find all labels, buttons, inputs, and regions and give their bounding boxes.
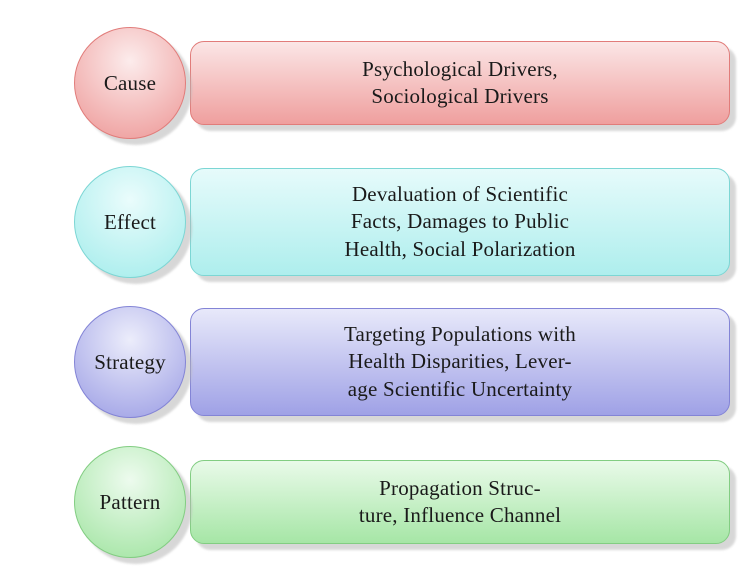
- circle-label-strategy: Strategy: [94, 350, 166, 375]
- circle-label-cause: Cause: [104, 71, 156, 96]
- pill-effect: Devaluation of ScientificFacts, Damages …: [190, 168, 730, 276]
- pill-text-effect: Devaluation of ScientificFacts, Damages …: [344, 181, 575, 263]
- circle-effect: Effect: [74, 166, 186, 278]
- diagram-canvas: Psychological Drivers,Sociological Drive…: [0, 0, 756, 578]
- pill-text-strategy: Targeting Populations withHealth Dispari…: [344, 321, 576, 403]
- pill-cause: Psychological Drivers,Sociological Drive…: [190, 41, 730, 125]
- pill-pattern: Propagation Struc-ture, Influence Channe…: [190, 460, 730, 544]
- pill-text-cause: Psychological Drivers,Sociological Drive…: [362, 56, 558, 111]
- circle-label-pattern: Pattern: [100, 490, 161, 515]
- pill-text-pattern: Propagation Struc-ture, Influence Channe…: [359, 475, 561, 530]
- circle-cause: Cause: [74, 27, 186, 139]
- pill-strategy: Targeting Populations withHealth Dispari…: [190, 308, 730, 416]
- circle-label-effect: Effect: [104, 210, 156, 235]
- circle-strategy: Strategy: [74, 306, 186, 418]
- circle-pattern: Pattern: [74, 446, 186, 558]
